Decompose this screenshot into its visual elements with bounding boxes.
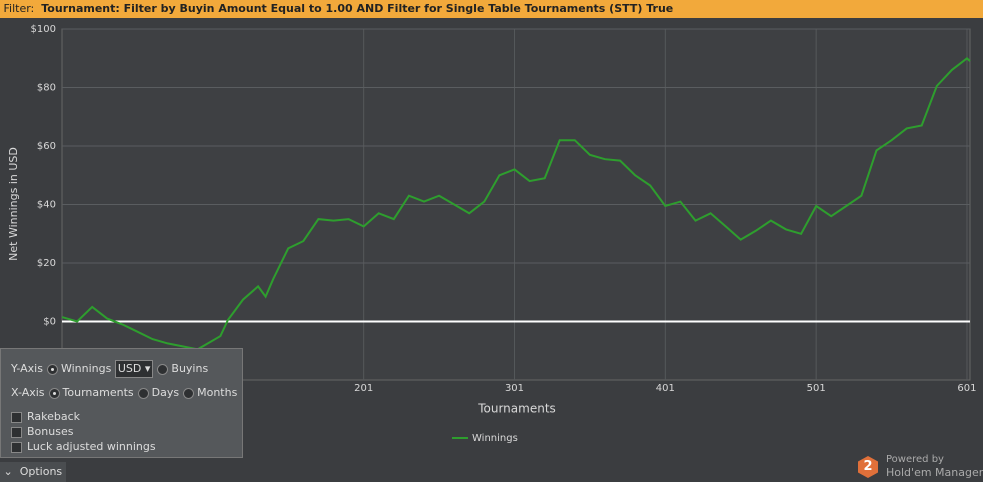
logo: 2 <box>858 456 878 478</box>
radio[interactable] <box>46 363 58 375</box>
y-tick-label: $0 <box>43 317 56 328</box>
x-tick-label: 301 <box>505 383 524 394</box>
chart: Tournaments Net Winnings in USD 201 301 40… <box>7 24 977 444</box>
radio-label[interactable]: Tournaments <box>62 386 134 399</box>
checkbox-label[interactable]: Luck adjusted winnings <box>27 440 156 453</box>
radio-label[interactable]: Buyins <box>171 362 209 375</box>
x-axis-label: Tournaments <box>477 402 556 416</box>
filter-bar: Filter: Tournament: Filter by Buyin Amou… <box>0 0 983 18</box>
product-name: Hold'em Manager <box>886 466 983 479</box>
y-axis-label: Net Winnings in USD <box>7 147 20 261</box>
filter-text: Tournament: Filter by Buyin Amount Equal… <box>41 2 674 15</box>
legend-label: Winnings <box>472 433 518 444</box>
y-axis-label: Y-Axis <box>11 362 43 375</box>
powered-by: Powered by <box>886 454 944 465</box>
x-tick-label: 601 <box>957 383 976 394</box>
y-tick-label: $100 <box>31 24 56 35</box>
radio-label[interactable]: Winnings <box>60 362 112 375</box>
radio[interactable] <box>183 387 195 399</box>
x-tick-label: 501 <box>807 383 826 394</box>
checkbox-label[interactable]: Bonuses <box>27 425 74 438</box>
radio[interactable] <box>137 387 149 399</box>
checkbox[interactable] <box>11 441 22 453</box>
filter-label: Filter: <box>3 2 35 15</box>
y-tick-label: $20 <box>37 258 56 269</box>
select-value[interactable]: USD <box>117 362 142 375</box>
options-tab[interactable]: ⌄ Options <box>0 462 66 482</box>
checkbox-label[interactable]: Rakeback <box>27 410 81 423</box>
y-tick-label: $60 <box>37 141 56 152</box>
checkbox[interactable] <box>11 426 22 438</box>
x-tick-label: 401 <box>656 383 675 394</box>
radio-label[interactable]: Days <box>151 386 180 399</box>
x-tick-label: 201 <box>354 383 373 394</box>
radio-label[interactable]: Months <box>197 386 238 399</box>
options-panel: Y-Axis Winnings USD ▾ Buyins X-Axis Tournam… <box>0 348 243 458</box>
radio[interactable] <box>157 363 169 375</box>
x-axis-label: X-Axis <box>11 386 45 399</box>
y-tick-label: $80 <box>37 83 56 94</box>
currency-select[interactable]: USD ▾ <box>114 360 154 378</box>
y-tick-label: $40 <box>37 200 56 211</box>
tab-label[interactable]: Options <box>19 465 63 478</box>
radio[interactable] <box>48 387 60 399</box>
checkbox[interactable] <box>11 411 22 423</box>
line <box>61 56 971 351</box>
